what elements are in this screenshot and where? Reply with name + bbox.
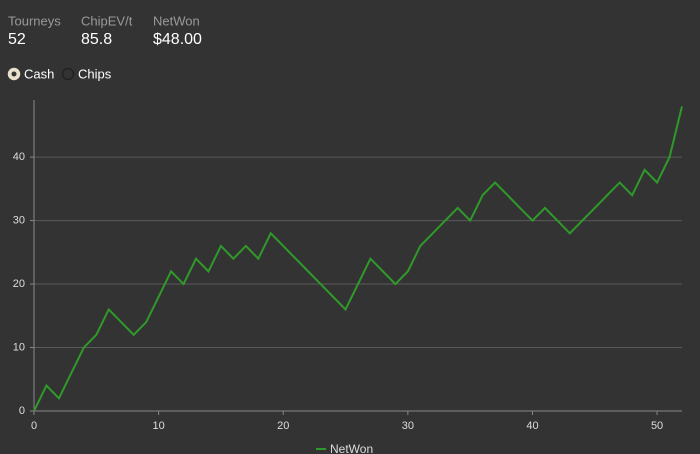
radio-label[interactable]: Chips [78,66,112,81]
radio-label[interactable]: Cash [24,66,54,81]
x-tick-label: 0 [31,420,37,432]
x-tick-label: 30 [402,420,414,432]
y-tick-label: 30 [13,214,25,226]
x-tick-label: 40 [526,420,538,432]
stat-value: 85.8 [81,31,112,48]
stat-label: Tourneys [8,13,61,28]
x-tick-label: 20 [277,420,289,432]
stat-value: $48.00 [153,31,202,48]
radio-dot [11,71,17,77]
y-tick-label: 0 [19,405,25,417]
y-tick-label: 40 [13,151,25,163]
x-tick-label: 50 [651,420,663,432]
y-tick-label: 10 [13,341,25,353]
y-tick-label: 20 [13,278,25,290]
x-tick-label: 10 [152,420,164,432]
data-line [33,106,683,412]
radio-button[interactable] [61,67,75,81]
stat-value: 52 [8,31,26,48]
legend-label: NetWon [330,442,373,454]
stat-label: ChipEV/t [81,13,133,28]
stat-label: NetWon [153,13,200,28]
